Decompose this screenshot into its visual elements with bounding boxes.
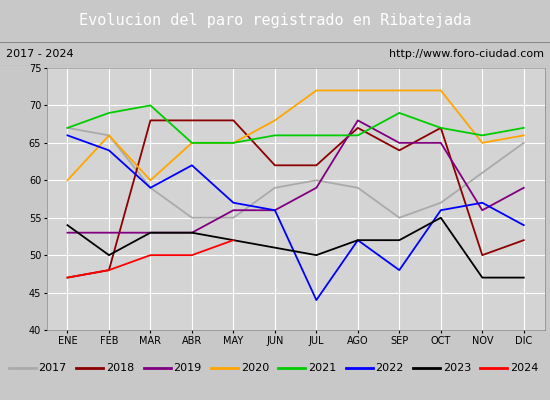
Text: 2017: 2017 xyxy=(39,363,67,374)
Text: 2024: 2024 xyxy=(510,363,538,374)
Text: Evolucion del paro registrado en Ribatejada: Evolucion del paro registrado en Ribatej… xyxy=(79,14,471,28)
Text: 2021: 2021 xyxy=(308,363,336,374)
Text: http://www.foro-ciudad.com: http://www.foro-ciudad.com xyxy=(389,49,544,59)
Text: 2020: 2020 xyxy=(241,363,269,374)
Text: 2019: 2019 xyxy=(173,363,201,374)
Text: 2017 - 2024: 2017 - 2024 xyxy=(6,49,73,59)
Text: 2023: 2023 xyxy=(443,363,471,374)
Text: 2022: 2022 xyxy=(376,363,404,374)
Text: 2018: 2018 xyxy=(106,363,134,374)
